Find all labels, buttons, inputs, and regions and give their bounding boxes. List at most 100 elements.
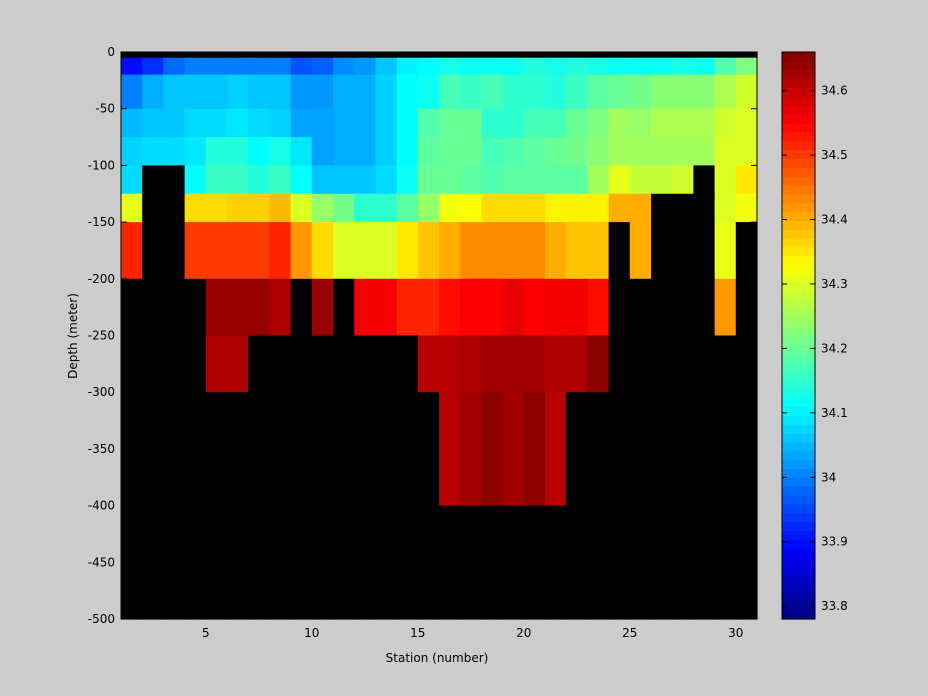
colorbar-segment: [782, 326, 815, 337]
heatmap-cell-nodata: [672, 392, 694, 507]
heatmap-cell: [587, 108, 610, 138]
heatmap-cell-nodata: [121, 505, 143, 620]
y-tick-label: -500: [88, 612, 115, 626]
heatmap-cell: [523, 137, 546, 166]
heatmap-cell: [417, 74, 440, 110]
heatmap-cell-nodata: [227, 392, 249, 507]
heatmap-cell-nodata: [566, 505, 588, 620]
heatmap-cell: [227, 193, 249, 223]
colorbar-segment: [782, 255, 815, 266]
y-tick-label: -50: [95, 102, 115, 116]
colorbar-segment: [782, 131, 815, 142]
heatmap-cell: [735, 57, 758, 76]
heatmap-cell: [417, 108, 440, 138]
heatmap-cell: [502, 278, 525, 337]
heatmap-cell: [629, 222, 652, 280]
colorbar-segment: [782, 149, 815, 159]
heatmap-cell-nodata: [142, 165, 164, 195]
heatmap-cell: [714, 222, 737, 280]
heatmap-cell-nodata: [184, 392, 207, 507]
heatmap-cell: [227, 57, 249, 76]
heatmap-cell: [735, 165, 758, 195]
heatmap-cell-nodata: [714, 505, 737, 620]
colorbar-segment: [782, 362, 815, 372]
heatmap-cell: [227, 278, 249, 337]
x-tick-label: 15: [410, 626, 425, 640]
heatmap-cell: [502, 392, 525, 507]
heatmap-cell-nodata: [502, 505, 525, 620]
heatmap-cell: [417, 222, 440, 280]
heatmap-cell: [333, 74, 355, 110]
colorbar-segment: [782, 592, 815, 602]
heatmap-cell: [566, 74, 588, 110]
colorbar-tick-label: 34: [821, 470, 836, 484]
heatmap-cell: [354, 193, 376, 223]
heatmap-cell: [375, 278, 398, 337]
colorbar-segment: [782, 273, 815, 283]
heatmap-cell: [651, 108, 673, 138]
heatmap-cell: [735, 74, 758, 110]
colorbar-segment: [782, 450, 815, 461]
heatmap-cell-nodata: [163, 335, 186, 393]
heatmap-cell: [714, 193, 737, 223]
heatmap-cell: [375, 108, 398, 138]
colorbar-segment: [782, 87, 815, 97]
colorbar-segment: [782, 335, 815, 345]
heatmap-cell: [163, 108, 186, 138]
heatmap-cell: [439, 392, 461, 507]
colorbar-segment: [782, 246, 815, 257]
colorbar-segment: [782, 52, 815, 62]
colorbar-segment: [782, 406, 815, 416]
heatmap-cell: [142, 74, 164, 110]
heatmap-cell: [205, 335, 228, 393]
heatmap-cell: [354, 57, 376, 76]
heatmap-cell: [269, 165, 292, 195]
heatmap-cell: [714, 57, 737, 76]
heatmap-cell-nodata: [248, 392, 270, 507]
heatmap-cell: [566, 193, 588, 223]
heatmap-cell-nodata: [354, 505, 376, 620]
y-axis-label: Depth (meter): [66, 293, 80, 379]
colorbar-tick-label: 34.5: [821, 148, 848, 162]
heatmap-cell: [545, 278, 567, 337]
heatmap-cell: [184, 108, 207, 138]
heatmap-cell-nodata: [417, 392, 440, 507]
heatmap-cell: [417, 193, 440, 223]
heatmap-cell-nodata: [460, 52, 482, 59]
colorbar-segment: [782, 441, 815, 452]
heatmap-cell-nodata: [375, 505, 398, 620]
colorbar-tick-label: 33.8: [821, 599, 848, 613]
heatmap-cell-nodata: [587, 392, 610, 507]
heatmap-cell: [545, 74, 567, 110]
heatmap-cell: [481, 222, 504, 280]
colorbar-segment: [782, 477, 815, 487]
colorbar-segment: [782, 574, 815, 585]
heatmap-cell: [205, 137, 228, 166]
heatmap-cell: [439, 74, 461, 110]
heatmap-cell: [693, 137, 716, 166]
heatmap-cell: [227, 137, 249, 166]
heatmap-cell-nodata: [121, 392, 143, 507]
heatmap-cell: [587, 278, 610, 337]
heatmap-cell-nodata: [651, 505, 673, 620]
heatmap-cell: [523, 278, 546, 337]
heatmap-cell: [227, 165, 249, 195]
heatmap-cell: [375, 137, 398, 166]
heatmap-cell-nodata: [439, 52, 461, 59]
heatmap-cell-nodata: [396, 335, 419, 393]
heatmap-cell: [502, 137, 525, 166]
colorbar-segment: [782, 308, 815, 319]
heatmap-cell: [587, 165, 610, 195]
heatmap-cell-nodata: [354, 52, 376, 59]
heatmap-cell: [629, 108, 652, 138]
heatmap-cell-nodata: [269, 335, 292, 393]
heatmap-cell: [566, 278, 588, 337]
x-axis: 5 10 15 20 25 30: [202, 52, 743, 640]
heatmap-cell-nodata: [651, 392, 673, 507]
heatmap-cell: [396, 74, 419, 110]
heatmap-cell: [460, 392, 482, 507]
heatmap-cell-nodata: [184, 505, 207, 620]
colorbar-segment: [782, 521, 815, 532]
heatmap-cell: [439, 137, 461, 166]
heatmap-cell: [269, 74, 292, 110]
